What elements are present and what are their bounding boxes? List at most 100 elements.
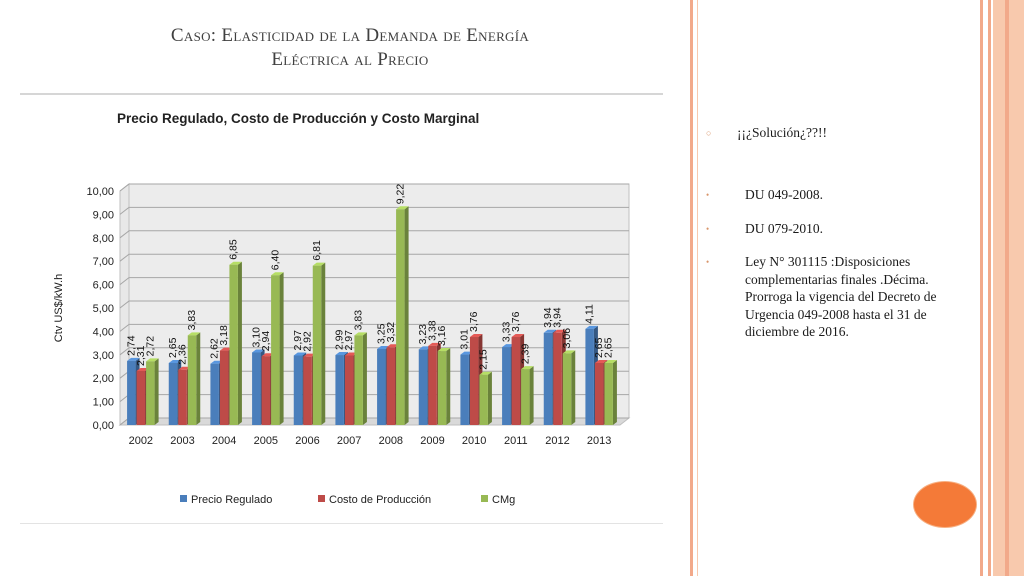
data-label: 3,16 bbox=[436, 325, 448, 346]
data-label: 2,97 bbox=[292, 330, 304, 351]
bar-side bbox=[487, 371, 492, 425]
bar bbox=[146, 361, 155, 425]
data-label: 3,83 bbox=[353, 310, 365, 331]
gridline bbox=[119, 300, 629, 309]
bar bbox=[168, 362, 178, 425]
bar-top bbox=[127, 357, 140, 361]
data-label: 3,25 bbox=[375, 323, 387, 344]
y-tick-label: 4,00 bbox=[93, 326, 114, 338]
title-divider bbox=[20, 93, 663, 95]
bar-top bbox=[271, 272, 284, 276]
bar-side bbox=[612, 359, 617, 425]
dot-bullet-icon: • bbox=[706, 224, 710, 234]
bar-top bbox=[136, 367, 150, 371]
data-label: 6,81 bbox=[311, 240, 323, 261]
x-tick-label: 2005 bbox=[254, 435, 278, 447]
y-axis-label: Ctv US$/kW.h bbox=[53, 274, 65, 342]
legend-swatch bbox=[481, 495, 488, 502]
data-label: 6,85 bbox=[228, 239, 240, 260]
bar-top bbox=[146, 358, 159, 362]
stripe-decoration bbox=[690, 0, 693, 576]
data-label: 3,76 bbox=[468, 311, 480, 332]
gridline bbox=[119, 206, 629, 215]
data-label: 3,94 bbox=[552, 307, 564, 328]
bar bbox=[136, 370, 146, 425]
bar-top bbox=[312, 262, 326, 266]
bar bbox=[479, 374, 488, 425]
bar bbox=[502, 347, 511, 425]
bullet-text: ¡¡¿Solución¿??!! bbox=[737, 125, 827, 140]
bar-side bbox=[446, 348, 451, 425]
bar-side bbox=[279, 272, 284, 425]
dot-bullet-icon: • bbox=[706, 190, 710, 200]
bar bbox=[293, 355, 303, 425]
data-label: 2,94 bbox=[260, 331, 272, 352]
bar bbox=[335, 355, 344, 425]
data-label: 2,65 bbox=[167, 337, 179, 358]
legend-label: CMg bbox=[492, 494, 515, 506]
data-label: 3,94 bbox=[542, 307, 554, 328]
data-label: 3,76 bbox=[510, 311, 522, 332]
bar-side bbox=[237, 261, 242, 425]
bar bbox=[271, 275, 280, 425]
bar bbox=[178, 369, 187, 425]
y-tick-label: 6,00 bbox=[93, 280, 114, 292]
data-label: 2,65 bbox=[603, 337, 615, 358]
chart-title: Precio Regulado, Costo de Producción y C… bbox=[117, 111, 479, 126]
data-label: 6,40 bbox=[269, 250, 281, 271]
bar-top bbox=[219, 347, 233, 351]
bullet-text: DU 079-2010. bbox=[745, 221, 823, 236]
y-tick-label: 5,00 bbox=[93, 303, 114, 315]
bar-top bbox=[460, 351, 473, 355]
x-tick-label: 2013 bbox=[587, 435, 611, 447]
y-tick-label: 9,00 bbox=[93, 209, 114, 221]
bar bbox=[604, 362, 613, 425]
bar-top bbox=[502, 344, 515, 348]
data-label: 3,23 bbox=[417, 324, 429, 345]
x-tick-label: 2009 bbox=[420, 435, 444, 447]
bar-top bbox=[543, 329, 557, 333]
data-label: 2,72 bbox=[144, 336, 156, 357]
bar-side bbox=[529, 366, 534, 425]
data-label: 3,38 bbox=[427, 320, 439, 341]
bar bbox=[219, 350, 229, 425]
data-label: 4,11 bbox=[584, 304, 596, 324]
bar-top bbox=[303, 353, 316, 357]
slide-title: Caso: Elasticidad de la Demanda de Energ… bbox=[60, 24, 640, 72]
bar bbox=[460, 354, 469, 425]
bar bbox=[229, 264, 238, 425]
gridline bbox=[119, 347, 629, 356]
bar bbox=[562, 353, 572, 425]
y-tick-label: 10,00 bbox=[86, 186, 114, 198]
bar-chart: Precio Regulado, Costo de Producción y C… bbox=[53, 111, 631, 506]
x-tick-label: 2012 bbox=[545, 435, 569, 447]
data-label: 2,99 bbox=[334, 329, 346, 350]
circle-bullet-icon: ○ bbox=[706, 128, 712, 138]
bar-top bbox=[187, 332, 201, 336]
bar-top bbox=[335, 352, 348, 356]
chart-container: Precio Regulado, Costo de Producción y C… bbox=[20, 95, 663, 524]
bar-top bbox=[521, 366, 534, 370]
stripe-decoration bbox=[980, 0, 983, 576]
x-tick-label: 2006 bbox=[295, 435, 319, 447]
data-label: 3,18 bbox=[218, 325, 230, 346]
stripe-decoration bbox=[697, 0, 698, 576]
bar-top bbox=[229, 261, 242, 265]
bar bbox=[396, 209, 405, 425]
decorative-circle bbox=[913, 481, 977, 528]
bullet-text: Ley N° 301115 :Disposiciones complementa… bbox=[745, 254, 937, 339]
stripe-decoration bbox=[988, 0, 991, 576]
x-tick-label: 2008 bbox=[379, 435, 403, 447]
bar-top bbox=[585, 325, 598, 329]
stripe-decoration bbox=[1005, 0, 1009, 576]
data-label: 2,39 bbox=[519, 343, 531, 364]
bar-top bbox=[293, 352, 307, 356]
bar bbox=[594, 362, 604, 425]
bar-top bbox=[469, 334, 483, 338]
legend-swatch bbox=[180, 495, 187, 502]
x-tick-label: 2011 bbox=[504, 435, 528, 447]
bar bbox=[428, 345, 437, 425]
bullet-text: DU 049-2008. bbox=[745, 187, 823, 202]
bar bbox=[210, 363, 219, 425]
legend-label: Costo de Producción bbox=[329, 494, 431, 506]
